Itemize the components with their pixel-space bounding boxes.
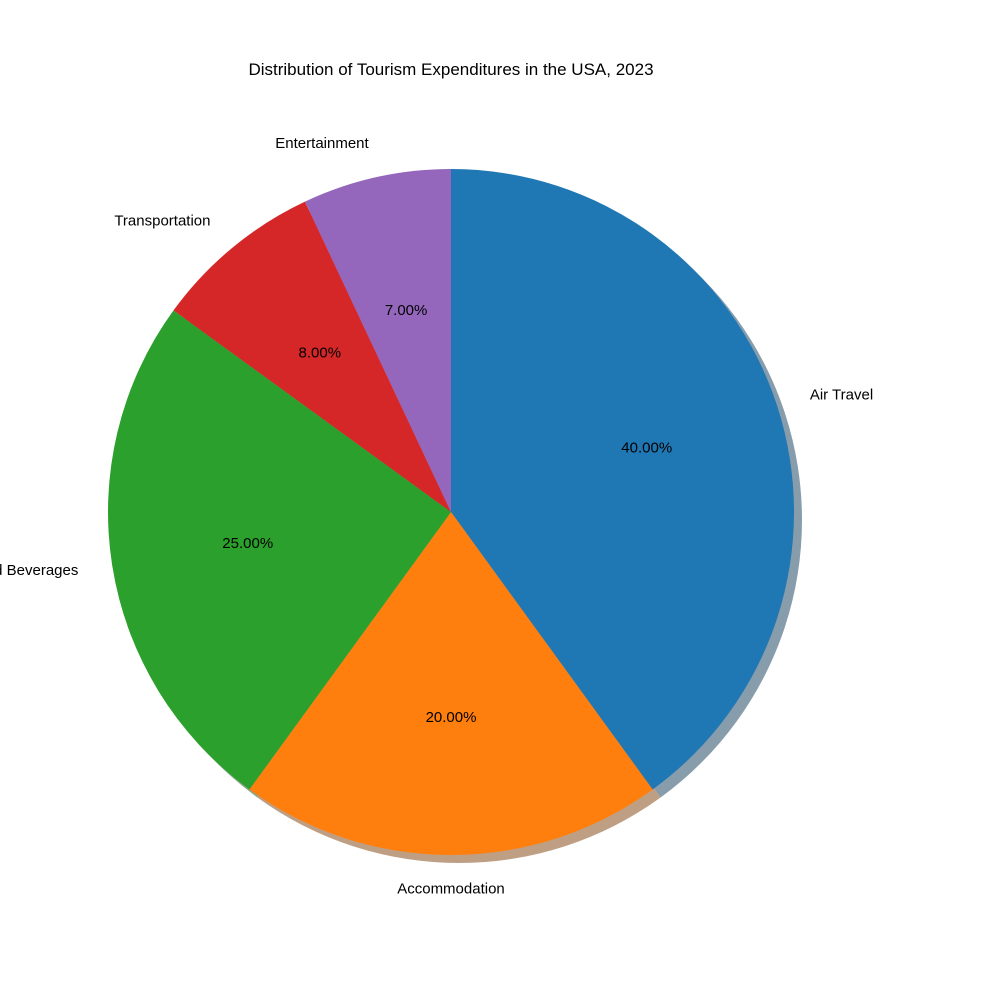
slice-entertainment — [304, 169, 451, 512]
slice-label-entertainment: Entertainment — [275, 135, 369, 152]
label-layer: Air Travel 40.00% Accommodation 20.00% Food … — [0, 135, 873, 898]
slice-label-food-and-beverages: Food and Beverages — [0, 562, 78, 579]
slice-layer — [108, 169, 794, 855]
slice-air-travel — [451, 169, 794, 790]
chart-title: Distribution of Tourism Expenditures in … — [248, 60, 653, 79]
slice-label-accommodation: Accommodation — [397, 880, 505, 897]
slice-transportation — [173, 201, 451, 512]
slice-value-air-travel: 40.00% — [621, 439, 672, 456]
slice-food-and-beverages — [108, 310, 451, 790]
slice-accommodation — [249, 512, 653, 855]
slice-value-transportation: 8.00% — [299, 344, 342, 361]
slice-value-food-and-beverages: 25.00% — [222, 535, 273, 552]
slice-label-air-travel: Air Travel — [810, 386, 873, 403]
slice-value-entertainment: 7.00% — [385, 302, 428, 319]
slice-value-accommodation: 20.00% — [426, 709, 477, 726]
slice-label-transportation: Transportation — [114, 212, 210, 229]
